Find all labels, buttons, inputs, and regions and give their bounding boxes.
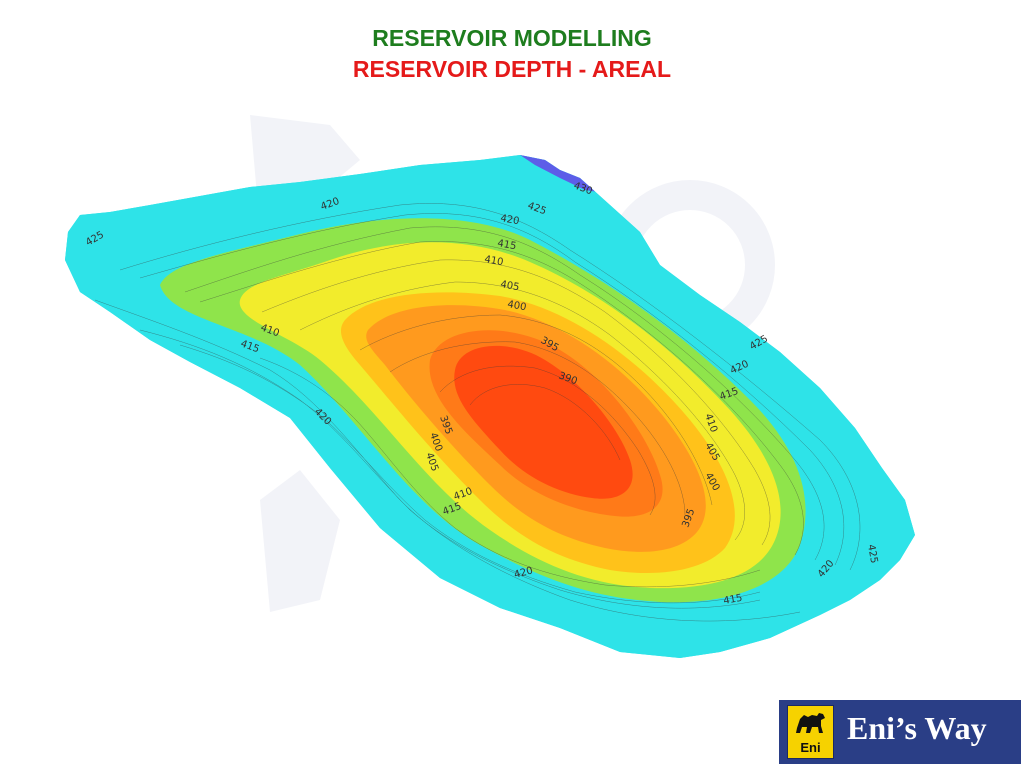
contour-label: 420 [499,213,520,227]
contour-label: 415 [496,238,517,252]
page-title: RESERVOIR MODELLING [372,25,652,51]
eni-logo-bar: Eni Eni’s Way [779,700,1021,764]
eni-logo-text: Eni’s Way [847,710,987,746]
dog-icon [796,713,825,733]
depth-field [65,155,915,658]
contour-lines [94,203,861,622]
depth-band-430-wedge [520,155,598,192]
depth-band-390 [454,345,633,499]
contour-label: 420 [513,565,534,581]
contour-label: 410 [483,254,504,268]
reservoir-depth-map: 4304254254204204154104054003953904104154… [65,115,915,658]
contour-label: 425 [865,544,879,565]
contour-label: 400 [506,299,527,313]
contour-label: 415 [723,593,744,607]
contour-label: 405 [499,279,520,293]
eni-badge-text: Eni [800,740,821,755]
page-subtitle: RESERVOIR DEPTH - AREAL [352,56,672,82]
eni-logo-badge: Eni [787,705,834,759]
